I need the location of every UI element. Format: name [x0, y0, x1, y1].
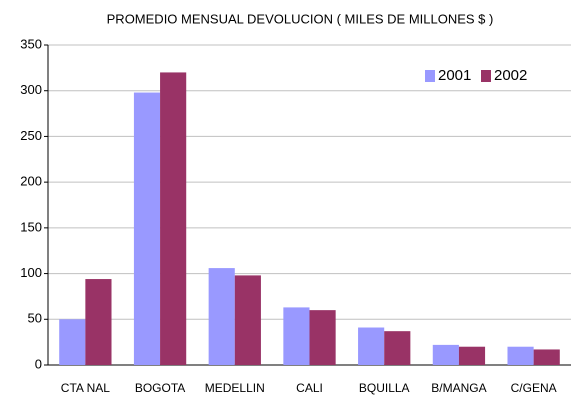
bar	[234, 275, 261, 365]
legend-label: 2001	[438, 67, 471, 84]
legend-swatch	[481, 70, 491, 82]
y-tick-label: 300	[20, 82, 42, 97]
x-tick-label: CALI	[296, 381, 323, 395]
x-tick-label: BOGOTA	[135, 381, 185, 395]
y-tick-label: 0	[35, 356, 42, 371]
bar	[133, 92, 161, 366]
bar	[432, 344, 459, 365]
bar	[384, 331, 411, 365]
bar	[283, 307, 310, 365]
bar	[208, 268, 235, 365]
x-tick-label: B/MANGA	[431, 381, 486, 395]
y-tick-label: 200	[20, 174, 42, 189]
bar	[59, 319, 86, 365]
x-tick-label: BQUILLA	[359, 381, 410, 395]
legend-label: 2002	[494, 67, 527, 84]
chart-title: PROMEDIO MENSUAL DEVOLUCION ( MILES DE M…	[107, 11, 494, 26]
y-tick-label: 150	[20, 219, 42, 234]
y-tick-label: 350	[20, 36, 42, 51]
bar	[160, 72, 187, 365]
bar	[507, 346, 534, 365]
x-tick-label: MEDELLIN	[205, 381, 265, 395]
bar	[309, 310, 336, 365]
bar	[85, 279, 112, 365]
bar	[458, 346, 486, 365]
bar	[358, 327, 385, 365]
y-tick-label: 50	[28, 311, 42, 326]
legend-swatch	[425, 70, 435, 82]
y-tick-label: 100	[20, 265, 42, 280]
y-tick-label: 250	[20, 128, 42, 143]
x-tick-label: CTA NAL	[61, 381, 110, 395]
bar	[533, 349, 560, 365]
x-tick-label: C/GENA	[511, 381, 557, 395]
